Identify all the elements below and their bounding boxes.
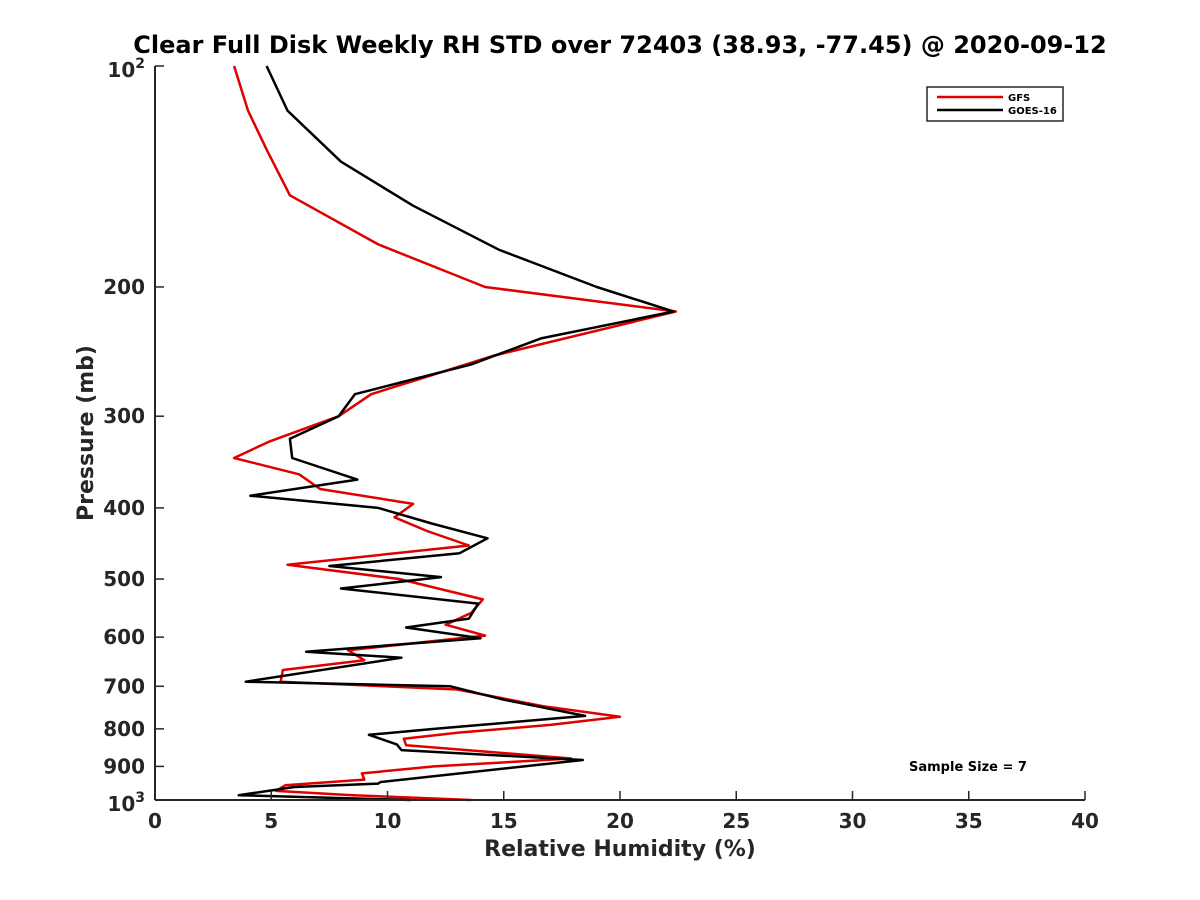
y-tick-label: 400 [103, 496, 145, 520]
legend-box [926, 86, 1064, 122]
y-axis-label: Pressure (mb) [74, 345, 99, 521]
y-tick-label: 200 [103, 275, 145, 299]
y-tick-label: 800 [103, 717, 145, 741]
legend-label-gfs: GFS [1008, 93, 1030, 104]
series-line-goes16 [237, 65, 675, 802]
legend-label-goes16: GOES-16 [1008, 106, 1057, 117]
x-tick-label: 25 [722, 809, 750, 833]
x-tick-label: 35 [955, 809, 983, 833]
x-tick-label: 15 [490, 809, 518, 833]
x-ticks: 0 5 10 15 20 25 30 35 40 [148, 791, 1099, 833]
x-tick-label: 20 [606, 809, 634, 833]
y-tick-label: 102 [107, 56, 145, 82]
y-tick-label: 600 [103, 625, 145, 649]
y-ticks: 102 200 300 400 500 600 700 800 900 103 [103, 56, 164, 816]
sample-size-annotation: Sample Size = 7 [909, 760, 1027, 775]
chart-title: Clear Full Disk Weekly RH STD over 72403… [133, 31, 1106, 59]
series-layer [232, 65, 678, 802]
x-tick-label: 30 [839, 809, 867, 833]
y-tick-label: 700 [103, 674, 145, 698]
y-tick-label: 500 [103, 567, 145, 591]
x-tick-label: 5 [264, 809, 278, 833]
y-tick-label: 300 [103, 404, 145, 428]
x-tick-label: 0 [148, 809, 162, 833]
x-axis-label: Relative Humidity (%) [484, 837, 756, 862]
y-tick-label: 103 [107, 790, 145, 816]
y-tick-label: 900 [103, 754, 145, 778]
x-tick-label: 40 [1071, 809, 1099, 833]
legend: GFS GOES-16 [926, 86, 1064, 122]
x-tick-label: 10 [374, 809, 402, 833]
